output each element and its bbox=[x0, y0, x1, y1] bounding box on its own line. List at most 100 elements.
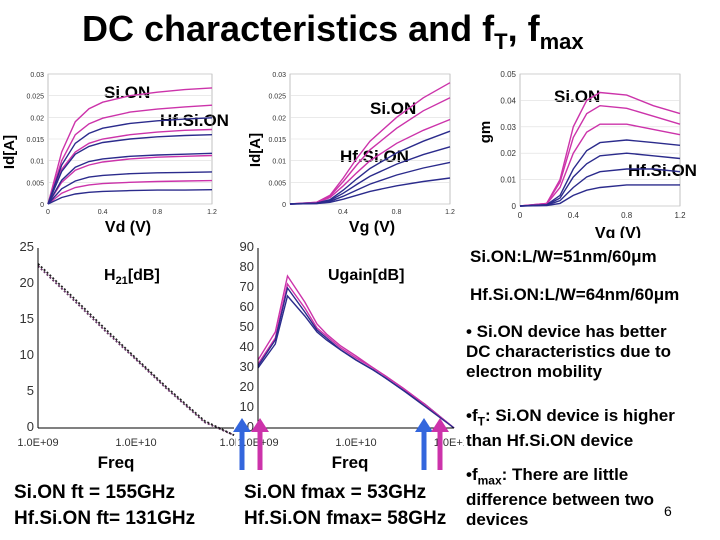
x-axis-label: Vg (V) bbox=[595, 225, 641, 238]
y-tick-label: 25 bbox=[20, 240, 34, 254]
series-line-sion bbox=[47, 128, 213, 205]
series-line-hfsion bbox=[519, 139, 681, 207]
series-line-hfsion bbox=[519, 184, 680, 207]
series-line-hfsion bbox=[47, 134, 213, 205]
series-line-hfsion bbox=[47, 171, 213, 205]
y-tick-label: 10 bbox=[20, 347, 34, 362]
series-line-hfsion bbox=[47, 152, 213, 205]
y-tick-label: 40 bbox=[240, 339, 254, 354]
y-tick-label: 80 bbox=[240, 259, 254, 274]
bullet-dc: • Si.ON device has better DC characteris… bbox=[466, 322, 672, 381]
y-tick-label: 70 bbox=[240, 279, 254, 294]
arrow-marker bbox=[251, 418, 269, 470]
sion-fmax: Si.ON fmax = 53GHz bbox=[244, 482, 427, 503]
y-tick-label: 0 bbox=[27, 419, 34, 434]
y-tick-label: 0.05 bbox=[500, 70, 516, 79]
chart-id-vg: Id[A] Vg (V) Si.ON Hf.Si.ON 0.03 0.025 0.0… bbox=[247, 72, 455, 236]
y-tick-label: 20 bbox=[240, 379, 254, 394]
series-line-hfsion bbox=[47, 189, 213, 205]
x-axis-label: Freq bbox=[332, 453, 369, 472]
chart-title: Ugain[dB] bbox=[328, 267, 404, 284]
sion-ft: Si.ON ft = 155GHz bbox=[14, 482, 176, 503]
curve-label-sion: Si.ON bbox=[370, 99, 416, 118]
y-tick-label: 0.01 bbox=[272, 159, 286, 166]
series-line-sion bbox=[47, 104, 213, 205]
page-number: 6 bbox=[664, 503, 672, 519]
y-tick-label: 0.025 bbox=[26, 94, 44, 101]
slide-title: DC characteristics and fT, fmax bbox=[82, 8, 584, 55]
x-tick-label: 1.2 bbox=[207, 209, 217, 216]
y-tick-label: 0.03 bbox=[30, 72, 44, 79]
y-tick-label: 90 bbox=[240, 240, 254, 254]
y-tick-label: 0.015 bbox=[268, 137, 286, 144]
y-tick-label: 0.005 bbox=[26, 180, 44, 187]
x-tick-label: 0.4 bbox=[98, 209, 108, 216]
y-tick-label: 0.02 bbox=[500, 149, 516, 158]
series-line-sion bbox=[519, 91, 681, 207]
chart-title: H21[dB] bbox=[104, 267, 160, 287]
chart-h21: H21[dB] Freq 25 20 15 10 5 0 1.0E+09 1.0E+10 1.0… bbox=[17, 240, 236, 472]
x-tick-label: 1.2 bbox=[445, 209, 455, 216]
series-line-sion bbox=[37, 265, 235, 437]
series-line-sion bbox=[519, 104, 681, 207]
arrow-marker bbox=[415, 418, 433, 470]
y-tick-label: 20 bbox=[20, 275, 34, 290]
y-tick-label: 0.04 bbox=[500, 96, 516, 105]
y-tick-label: 0.01 bbox=[30, 159, 44, 166]
y-tick-label: 0 bbox=[247, 419, 254, 434]
sion-dimensions: Si.ON:L/W=51nm/60μm bbox=[470, 247, 657, 266]
series-line-hfsion bbox=[519, 168, 681, 207]
series-line-sion bbox=[519, 123, 681, 207]
series-line-hfsion bbox=[257, 294, 455, 429]
x-tick-label: 0.4 bbox=[338, 209, 348, 216]
x-tick-label: 1.0E+ bbox=[219, 437, 236, 449]
title-bar: DC characteristics and fT, fmax bbox=[0, 0, 720, 56]
y-tick-label: 0 bbox=[40, 202, 44, 209]
x-axis-label: Freq bbox=[98, 453, 135, 472]
x-tick-label: 0 bbox=[46, 209, 50, 216]
series-line-hfsion bbox=[289, 177, 451, 205]
arrow-marker bbox=[431, 418, 449, 470]
x-tick-label: 0.8 bbox=[621, 211, 633, 220]
y-tick-label: 30 bbox=[240, 359, 254, 374]
y-tick-label: 0.015 bbox=[26, 137, 44, 144]
y-tick-label: 0.02 bbox=[272, 115, 286, 122]
series-line-sion bbox=[289, 118, 451, 205]
chart-id-vd: Id[A] Vd (V) Si.ON Hf.Si.ON 0.030.0250.0… bbox=[1, 72, 229, 236]
y-tick-label: 0.03 bbox=[272, 72, 286, 79]
x-tick-label: 1.0E+10 bbox=[115, 437, 156, 449]
series-line-hfsion bbox=[37, 263, 235, 437]
curve-label-sion: Si.ON bbox=[554, 87, 600, 106]
y-tick-label: 60 bbox=[240, 299, 254, 314]
y-tick-label: 15 bbox=[20, 311, 34, 326]
y-axis-label: Id[A] bbox=[1, 135, 18, 169]
series-line-sion bbox=[47, 179, 213, 205]
series-line-sion bbox=[47, 154, 213, 205]
y-tick-label: 0.005 bbox=[268, 180, 286, 187]
y-axis-label: gm bbox=[478, 121, 494, 144]
y-tick-label: 0.03 bbox=[500, 123, 516, 132]
arrow-marker bbox=[233, 418, 251, 470]
chart-gm-vg: gm Vg (V) Si.ON Hf.Si.ON 0.050.040.030.0… bbox=[478, 70, 697, 238]
frequency-markers bbox=[233, 418, 449, 470]
bullet-ft: •fT: Si.ON device is higher than Hf.Si.O… bbox=[466, 406, 675, 451]
x-tick-label: 1.0E+10 bbox=[335, 437, 376, 449]
curve-label-hfsion: Hf.Si.ON bbox=[340, 147, 409, 166]
x-tick-label: 0 bbox=[518, 211, 523, 220]
y-tick-label: 0 bbox=[512, 202, 517, 211]
y-tick-label: 0 bbox=[282, 202, 286, 209]
x-tick-label: 0.4 bbox=[568, 211, 580, 220]
y-axis-label: Id[A] bbox=[247, 133, 264, 167]
series-line-hfsion bbox=[257, 286, 455, 429]
y-tick-label: 10 bbox=[240, 399, 254, 414]
hfsion-ft: Hf.Si.ON ft= 131GHz bbox=[14, 508, 196, 529]
y-tick-label: 0.01 bbox=[500, 176, 516, 185]
x-axis-label: Vd (V) bbox=[105, 219, 151, 236]
bullet-fmax: •fmax: There are little difference betwe… bbox=[466, 465, 654, 530]
x-axis-label: Vg (V) bbox=[349, 219, 395, 236]
hfsion-dimensions: Hf.Si.ON:L/W=64nm/60μm bbox=[470, 285, 680, 304]
y-tick-label: 5 bbox=[27, 383, 34, 398]
curve-label-sion: Si.ON bbox=[104, 83, 150, 102]
y-tick-label: 0.02 bbox=[30, 115, 44, 122]
series-line-hfsion bbox=[47, 117, 213, 205]
